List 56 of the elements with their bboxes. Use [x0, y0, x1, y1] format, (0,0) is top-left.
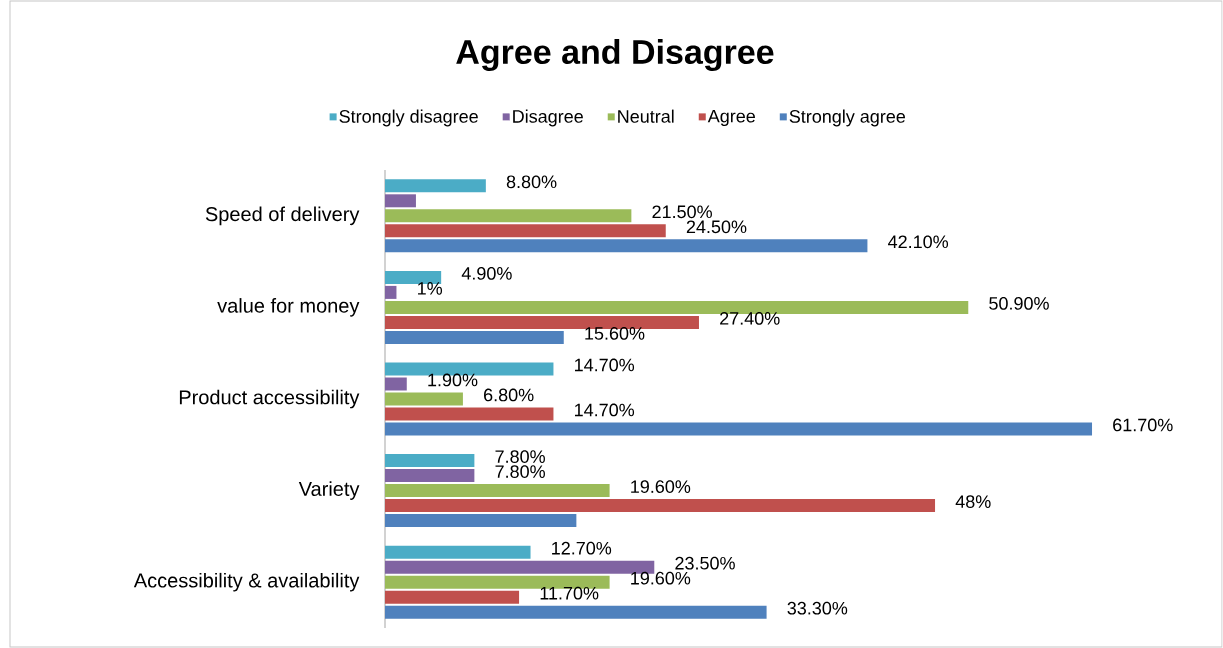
data-label: 8.80%: [506, 175, 557, 189]
bar: [385, 422, 1093, 436]
bar: [385, 377, 407, 391]
bar: [385, 300, 969, 314]
data-label: 23.50%: [675, 556, 735, 570]
data-label: 15.60%: [585, 327, 645, 340]
bar: [385, 224, 666, 238]
legend-label: Neutral: [618, 109, 674, 123]
y-tick-label: Speed of delivery: [205, 206, 360, 226]
legend-label: Strongly disagree: [339, 109, 478, 127]
data-label: 1%: [418, 282, 443, 295]
bar: [385, 315, 699, 329]
data-label: 24.50%: [686, 220, 747, 234]
bar: [385, 514, 577, 528]
y-tick-label: Variety: [298, 481, 360, 500]
y-tick-label: Accessibility & availability: [133, 572, 360, 592]
data-label: 7.80%: [495, 450, 545, 463]
bar: [385, 407, 554, 421]
bar: [385, 285, 397, 299]
data-label: 48%: [955, 495, 991, 508]
data-label: 12.70%: [552, 541, 612, 555]
bar: [385, 545, 531, 559]
legend-label: Strongly agree: [789, 109, 906, 127]
bar: [385, 605, 767, 619]
bar: [385, 469, 475, 483]
bar: [385, 499, 936, 513]
bar: [385, 484, 610, 498]
y-tick-label: Product accessibility: [179, 389, 360, 409]
data-label: 4.90%: [461, 267, 512, 280]
data-label: 27.40%: [720, 312, 780, 325]
bar: [385, 209, 632, 223]
data-label: 11.70%: [540, 586, 599, 600]
bar: [385, 392, 463, 406]
legend-label: Disagree: [513, 109, 583, 127]
data-label: 19.60%: [631, 571, 691, 585]
data-label: 33.30%: [787, 601, 848, 615]
data-label: 21.50%: [652, 205, 712, 219]
bar: [385, 330, 564, 344]
data-label: 61.70%: [1113, 418, 1173, 432]
y-tick-label: value for money: [217, 298, 360, 317]
bar: [385, 239, 868, 253]
bar: [385, 179, 486, 193]
bar: [385, 454, 475, 468]
data-label: 19.60%: [631, 480, 691, 493]
bar: [385, 270, 442, 284]
chart-title: Agree and Disagree: [456, 39, 774, 71]
data-label: 6.80%: [484, 388, 534, 402]
data-label: 14.70%: [575, 358, 635, 372]
data-label: 1.90%: [428, 373, 478, 387]
data-label: 14.70%: [575, 403, 635, 417]
data-label: 42.10%: [888, 235, 949, 249]
data-label: 7.80%: [495, 465, 545, 478]
data-label: 50.90%: [989, 297, 1049, 310]
bar: [385, 194, 416, 208]
bar: [385, 590, 520, 604]
legend-label: Agree: [707, 109, 755, 127]
